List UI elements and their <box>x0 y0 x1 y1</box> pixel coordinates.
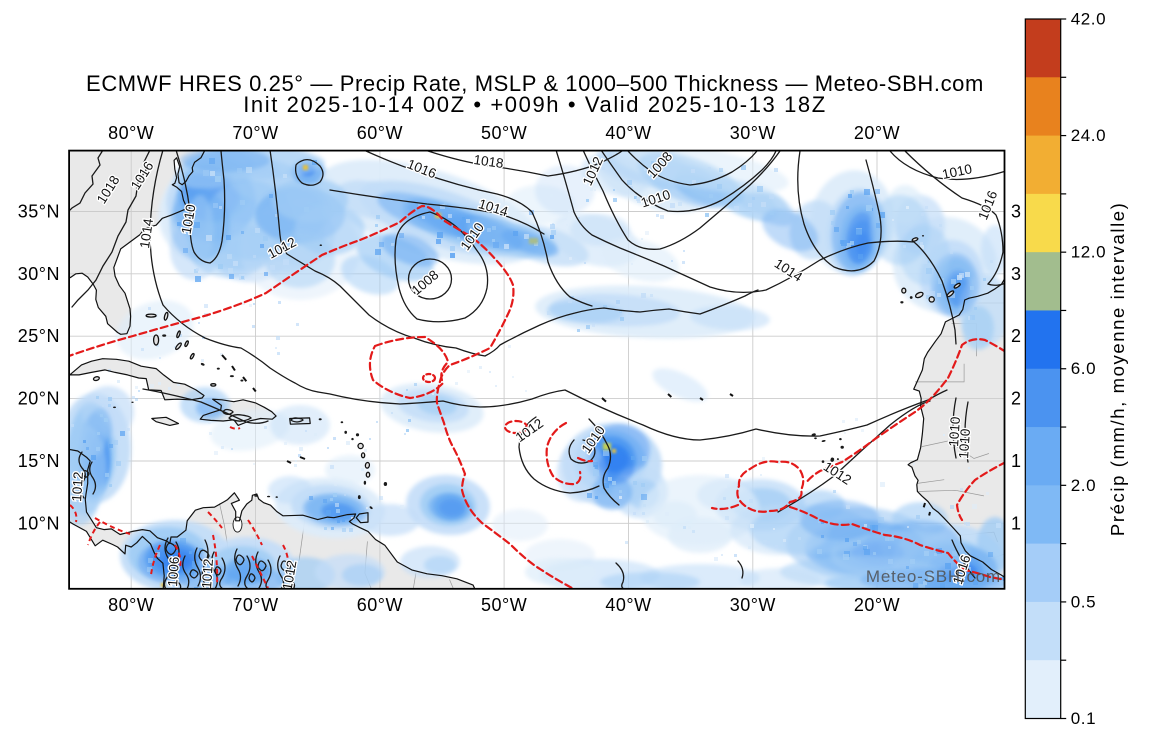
svg-text:3: 3 <box>1011 264 1021 284</box>
svg-text:1012: 1012 <box>69 471 86 502</box>
svg-text:2: 2 <box>1011 389 1021 409</box>
svg-text:40°W: 40°W <box>605 595 651 615</box>
svg-text:6.0: 6.0 <box>1071 359 1096 378</box>
svg-text:1006: 1006 <box>165 556 182 587</box>
svg-text:40°W: 40°W <box>605 123 651 143</box>
svg-text:20°W: 20°W <box>854 595 900 615</box>
svg-text:0.5: 0.5 <box>1071 592 1096 611</box>
svg-text:3: 3 <box>1011 202 1021 222</box>
svg-text:15°N: 15°N <box>18 451 60 471</box>
svg-text:1014: 1014 <box>137 217 156 249</box>
svg-text:1018: 1018 <box>473 152 505 171</box>
svg-text:12.0: 12.0 <box>1071 243 1107 262</box>
svg-text:30°N: 30°N <box>18 264 60 284</box>
svg-text:1: 1 <box>1011 451 1021 471</box>
svg-text:0.1: 0.1 <box>1071 709 1096 728</box>
svg-text:2: 2 <box>1011 326 1021 346</box>
svg-text:80°W: 80°W <box>108 123 154 143</box>
svg-text:ECMWF HRES 0.25° — Precip Rate: ECMWF HRES 0.25° — Precip Rate, MSLP & 1… <box>86 71 984 96</box>
svg-text:42.0: 42.0 <box>1071 10 1107 29</box>
svg-text:1010: 1010 <box>956 428 973 459</box>
svg-text:60°W: 60°W <box>357 123 403 143</box>
svg-text:20°N: 20°N <box>18 389 60 409</box>
svg-text:60°W: 60°W <box>357 595 403 615</box>
svg-text:1012: 1012 <box>199 558 216 589</box>
svg-text:30°W: 30°W <box>730 123 776 143</box>
svg-text:50°W: 50°W <box>481 595 527 615</box>
svg-text:Meteo-SBH.com: Meteo-SBH.com <box>866 567 1001 586</box>
svg-text:25°N: 25°N <box>18 326 60 346</box>
svg-text:70°W: 70°W <box>232 595 278 615</box>
svg-text:10°N: 10°N <box>18 513 60 533</box>
svg-text:1: 1 <box>1011 513 1021 533</box>
svg-text:50°W: 50°W <box>481 123 527 143</box>
svg-text:24.0: 24.0 <box>1071 126 1107 145</box>
svg-text:20°W: 20°W <box>854 123 900 143</box>
svg-text:Précip (mm/h, moyenne interval: Précip (mm/h, moyenne intervalle) <box>1107 202 1128 537</box>
svg-text:1012: 1012 <box>280 559 300 591</box>
svg-text:80°W: 80°W <box>108 595 154 615</box>
svg-text:1010: 1010 <box>946 416 963 447</box>
svg-text:30°W: 30°W <box>730 595 776 615</box>
svg-text:1010: 1010 <box>179 203 199 235</box>
svg-text:Init 2025-10-14 00Z • +009h •: Init 2025-10-14 00Z • +009h • Valid 2025… <box>243 92 827 117</box>
svg-text:2.0: 2.0 <box>1071 476 1096 495</box>
svg-text:70°W: 70°W <box>232 123 278 143</box>
svg-text:35°N: 35°N <box>18 202 60 222</box>
